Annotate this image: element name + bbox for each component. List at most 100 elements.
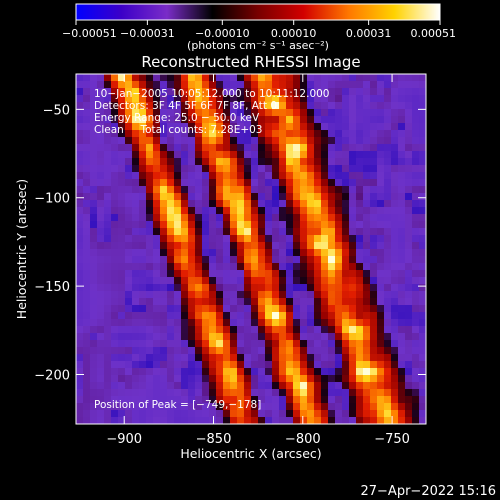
heatmap-cell bbox=[314, 74, 322, 82]
heatmap-cell bbox=[244, 179, 252, 187]
heatmap-cell bbox=[125, 417, 133, 424]
heatmap-cell bbox=[251, 375, 259, 383]
heatmap-cell bbox=[391, 256, 399, 264]
heatmap-cell bbox=[223, 249, 231, 257]
heatmap-cell bbox=[104, 81, 112, 89]
heatmap-cell bbox=[314, 284, 322, 292]
heatmap-cell bbox=[209, 228, 217, 236]
heatmap-cell bbox=[104, 158, 112, 166]
heatmap-cell bbox=[391, 172, 399, 180]
heatmap-cell bbox=[391, 354, 399, 362]
heatmap-cell bbox=[125, 333, 133, 341]
heatmap-cell bbox=[335, 417, 343, 424]
heatmap-cell bbox=[132, 88, 140, 96]
heatmap-cell bbox=[342, 396, 350, 404]
heatmap-cell bbox=[370, 284, 378, 292]
heatmap-cell bbox=[174, 165, 182, 173]
heatmap-cell bbox=[216, 361, 224, 369]
heatmap-cell bbox=[83, 396, 91, 404]
heatmap-cell bbox=[300, 298, 308, 306]
heatmap-cell bbox=[223, 263, 231, 271]
heatmap-cell bbox=[314, 368, 322, 376]
heatmap-cell bbox=[300, 109, 308, 117]
heatmap-cell bbox=[118, 340, 126, 348]
heatmap-cell bbox=[314, 249, 322, 257]
heatmap-cell bbox=[97, 256, 105, 264]
heatmap-cell bbox=[335, 172, 343, 180]
heatmap-cell bbox=[132, 116, 140, 124]
heatmap-cell bbox=[279, 137, 287, 145]
heatmap-cell bbox=[195, 277, 203, 285]
heatmap-cell bbox=[216, 284, 224, 292]
heatmap-cell bbox=[272, 151, 280, 159]
heatmap-cell bbox=[412, 410, 420, 418]
heatmap-cell bbox=[258, 130, 266, 138]
heatmap-cell bbox=[300, 305, 308, 313]
heatmap-cell bbox=[160, 186, 168, 194]
heatmap-cell bbox=[83, 249, 91, 257]
heatmap-cell bbox=[363, 102, 371, 110]
heatmap-cell bbox=[405, 368, 413, 376]
heatmap-cell bbox=[160, 214, 168, 222]
heatmap-cell bbox=[293, 88, 301, 96]
heatmap-cell bbox=[300, 242, 308, 250]
heatmap-cell bbox=[139, 340, 147, 348]
heatmap-cell bbox=[363, 312, 371, 320]
heatmap-cell bbox=[111, 172, 119, 180]
heatmap-cell bbox=[230, 130, 238, 138]
heatmap-cell bbox=[412, 214, 420, 222]
heatmap-image bbox=[76, 74, 426, 424]
heatmap-cell bbox=[125, 116, 133, 124]
heatmap-cell bbox=[174, 305, 182, 313]
heatmap-cell bbox=[188, 305, 196, 313]
heatmap-cell bbox=[328, 102, 336, 110]
heatmap-cell bbox=[286, 340, 294, 348]
heatmap-cell bbox=[356, 403, 364, 411]
heatmap-cell bbox=[307, 193, 315, 201]
heatmap-cell bbox=[279, 410, 287, 418]
heatmap-cell bbox=[181, 277, 189, 285]
heatmap-cell bbox=[412, 291, 420, 299]
heatmap-cell bbox=[314, 340, 322, 348]
heatmap-cell bbox=[139, 214, 147, 222]
heatmap-cell bbox=[146, 137, 154, 145]
heatmap-cell bbox=[202, 298, 210, 306]
heatmap-cell bbox=[202, 417, 210, 424]
heatmap-cell bbox=[335, 382, 343, 390]
heatmap-cell bbox=[321, 221, 329, 229]
heatmap-cell bbox=[188, 417, 196, 424]
heatmap-cell bbox=[307, 333, 315, 341]
heatmap-cell bbox=[230, 312, 238, 320]
heatmap-cell bbox=[279, 165, 287, 173]
heatmap-cell bbox=[125, 403, 133, 411]
heatmap-cell bbox=[195, 109, 203, 117]
heatmap-cell bbox=[118, 193, 126, 201]
heatmap-cell bbox=[223, 354, 231, 362]
heatmap-cell bbox=[223, 144, 231, 152]
heatmap-cell bbox=[76, 403, 84, 411]
heatmap-cell bbox=[237, 256, 245, 264]
heatmap-cell bbox=[349, 396, 357, 404]
heatmap-cell bbox=[307, 284, 315, 292]
heatmap-cell bbox=[342, 298, 350, 306]
heatmap-cell bbox=[167, 242, 175, 250]
heatmap-cell bbox=[307, 410, 315, 418]
heatmap-cell bbox=[265, 95, 273, 103]
heatmap-cell bbox=[398, 403, 406, 411]
heatmap-cell bbox=[202, 396, 210, 404]
heatmap-cell bbox=[209, 263, 217, 271]
heatmap-cell bbox=[258, 389, 266, 397]
heatmap-cell bbox=[342, 270, 350, 278]
heatmap-cell bbox=[153, 340, 161, 348]
heatmap-cell bbox=[391, 263, 399, 271]
heatmap-cell bbox=[76, 116, 84, 124]
heatmap-cell bbox=[419, 228, 426, 236]
heatmap-cell bbox=[314, 305, 322, 313]
heatmap-cell bbox=[307, 81, 315, 89]
heatmap-cell bbox=[272, 186, 280, 194]
heatmap-cell bbox=[377, 235, 385, 243]
heatmap-cell bbox=[160, 340, 168, 348]
heatmap-cell bbox=[405, 256, 413, 264]
heatmap-cell bbox=[321, 333, 329, 341]
heatmap-cell bbox=[237, 375, 245, 383]
